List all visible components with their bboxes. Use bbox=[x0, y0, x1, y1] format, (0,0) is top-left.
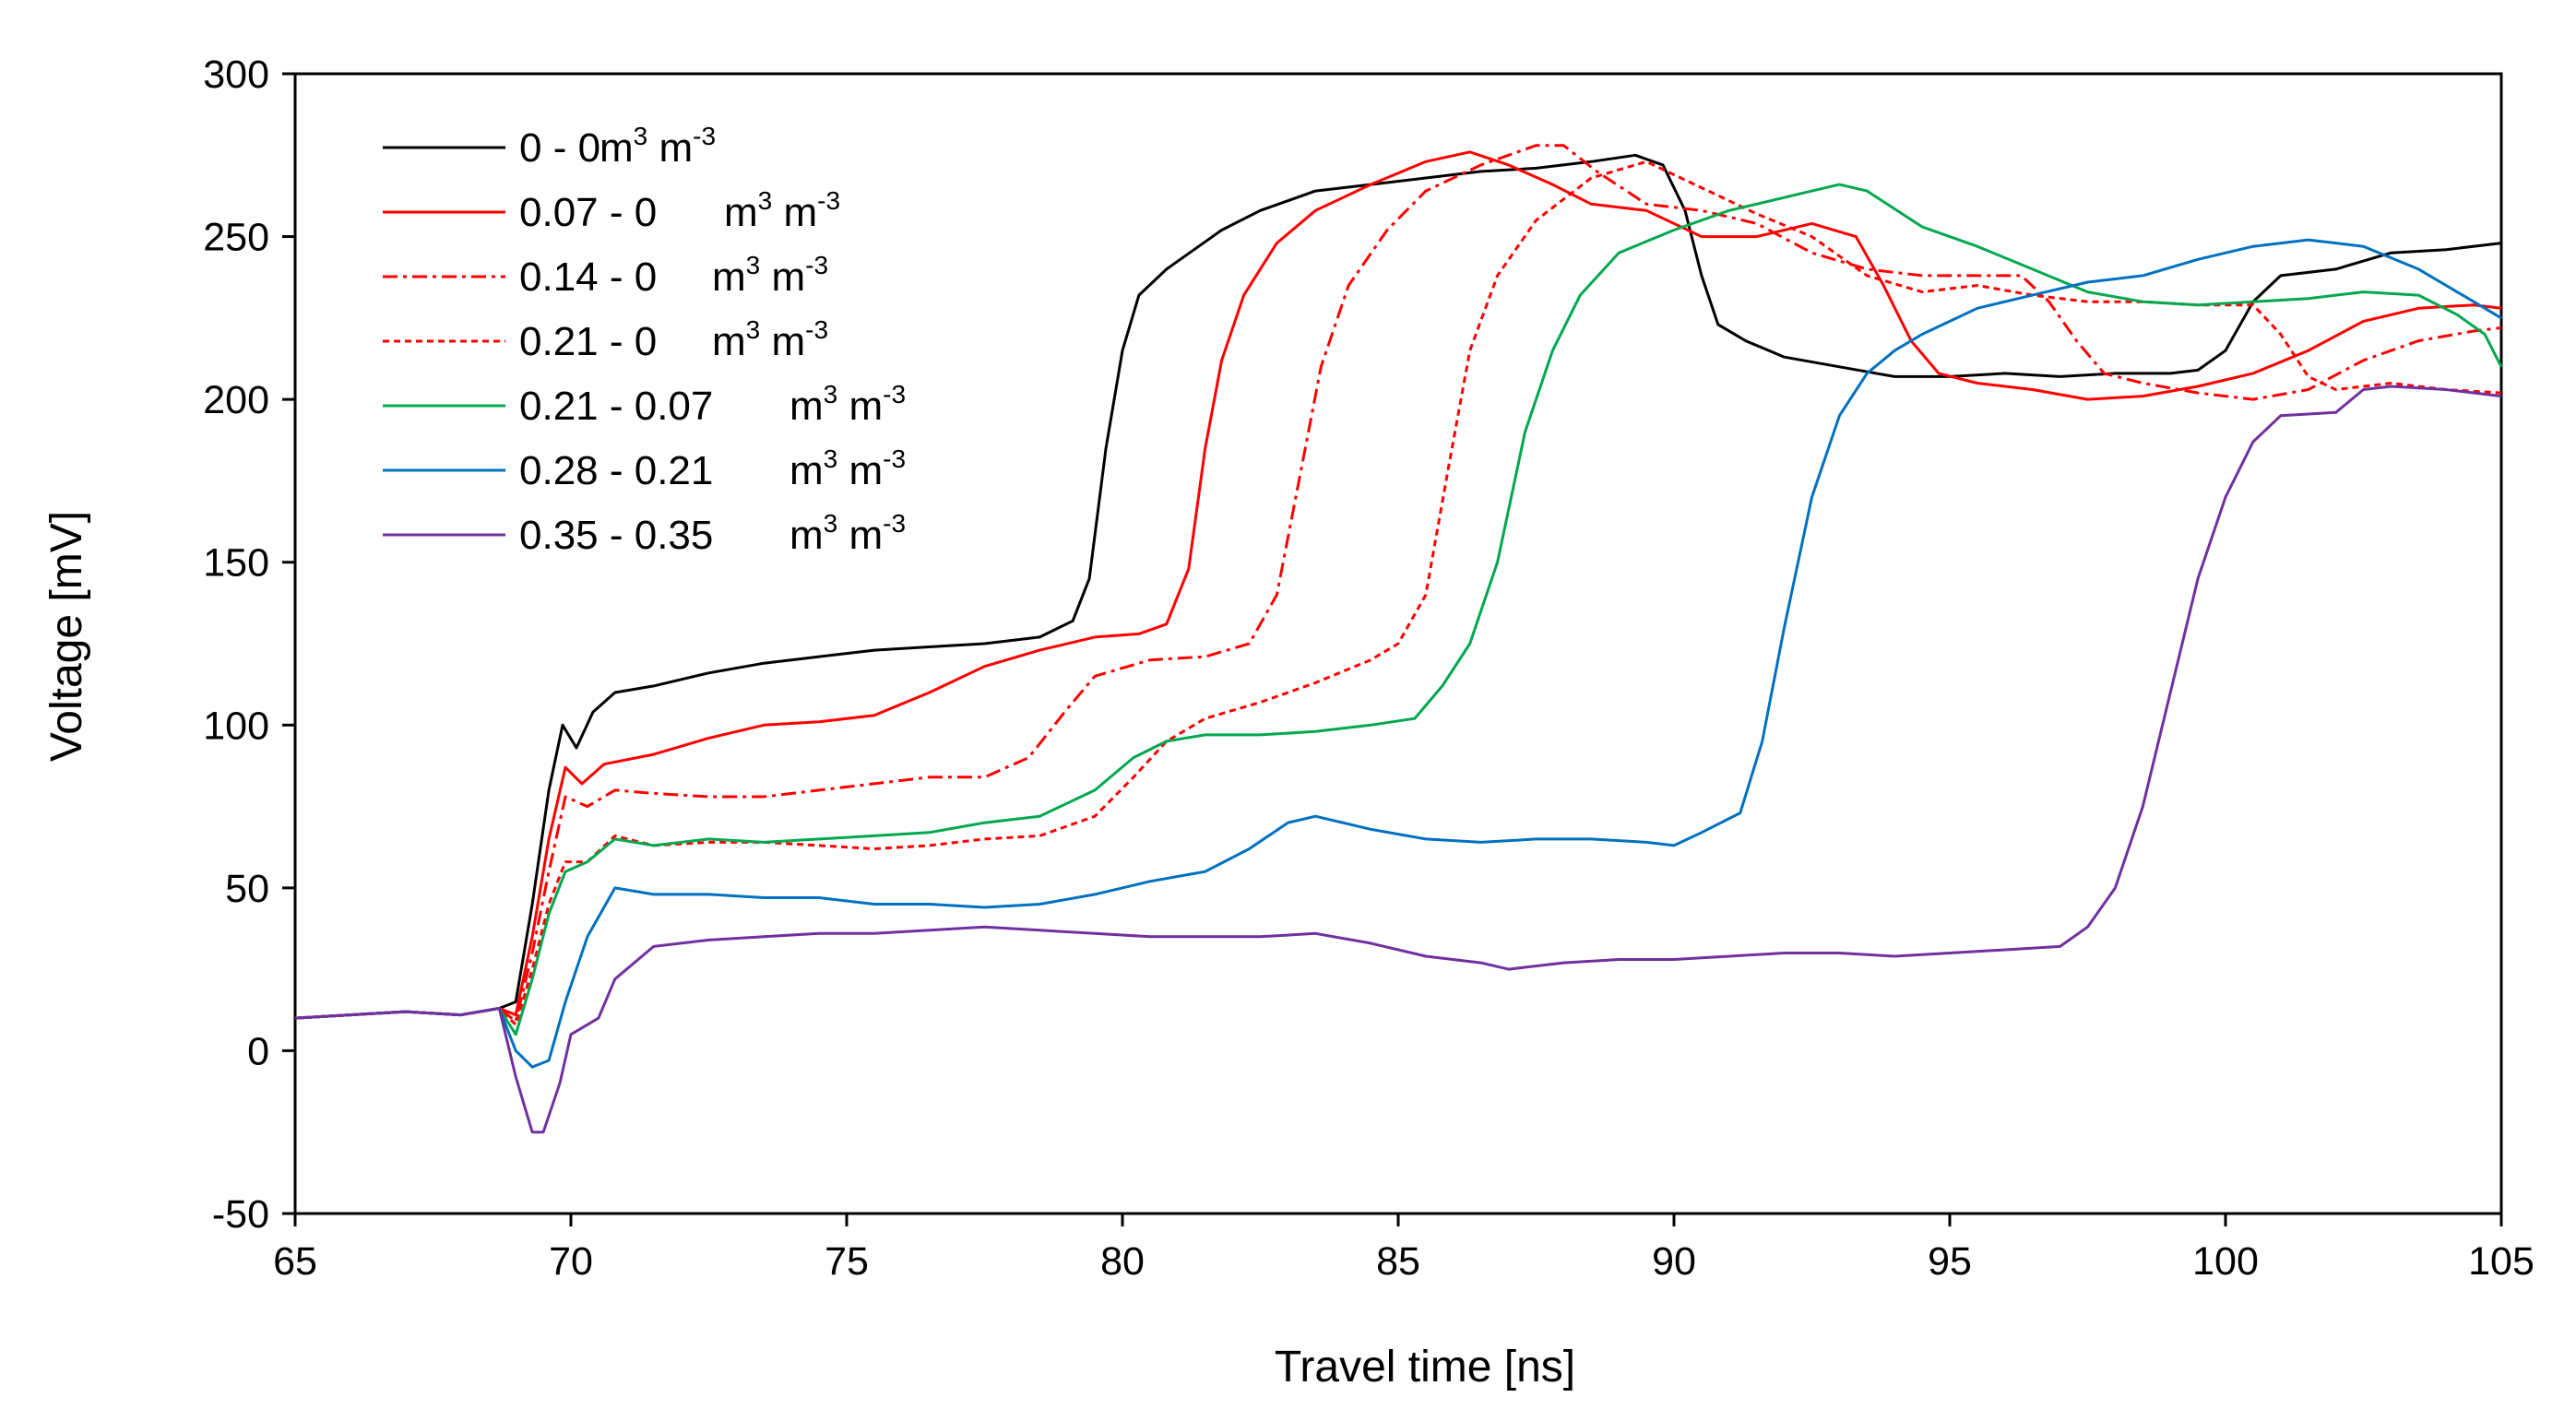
legend-label: 0.21 - 0.07 bbox=[519, 384, 713, 429]
x-axis-title: Travel time [ns] bbox=[1275, 1343, 1575, 1391]
legend-unit: m3 m-3 bbox=[712, 251, 828, 300]
legend-label: 0.21 - 0 bbox=[519, 319, 657, 364]
y-axis-title: Voltage [mV] bbox=[42, 511, 91, 762]
legend-unit: m3 m-3 bbox=[724, 186, 840, 235]
legend-unit: m3 m-3 bbox=[712, 315, 828, 364]
series-line-1 bbox=[294, 153, 2502, 1020]
legend-unit: m3 m-3 bbox=[789, 380, 906, 429]
x-tick-label: 80 bbox=[1100, 1239, 1145, 1284]
series-layer bbox=[294, 144, 2503, 1134]
y-tick-label: -50 bbox=[212, 1192, 269, 1237]
y-tick-label: 150 bbox=[203, 541, 269, 586]
series-line-2 bbox=[294, 150, 2502, 1020]
y-tick-label: 50 bbox=[225, 867, 269, 911]
legend: 0 - 0m3 m-30.07 - 0 m3 m-30.14 - 0 m3 m-30… bbox=[383, 122, 906, 558]
x-tick-label: 75 bbox=[825, 1239, 869, 1284]
series-line-6 bbox=[294, 238, 2502, 1069]
y-tick-label: 0 bbox=[247, 1029, 269, 1073]
y-tick-label: 300 bbox=[203, 53, 269, 97]
x-tick-label: 65 bbox=[273, 1239, 317, 1284]
legend-label: 0.35 - 0.35 bbox=[519, 513, 713, 558]
legend-label: 0.28 - 0.21 bbox=[519, 448, 713, 493]
legend-label: 0.07 - 0 bbox=[519, 190, 657, 235]
legend-label: 0.14 - 0 bbox=[519, 255, 657, 300]
series-line-5 bbox=[294, 183, 2503, 1036]
x-tick-label: 100 bbox=[2192, 1239, 2259, 1284]
ticks-layer: 65 70 75 80 85 90 95 100 105 -50 0 50 100 150 200 250 30… bbox=[203, 53, 2534, 1284]
y-tick-label: 100 bbox=[203, 704, 269, 748]
legend-unit: m3 m-3 bbox=[599, 122, 716, 171]
x-tick-label: 70 bbox=[549, 1239, 593, 1284]
y-tick-label: 250 bbox=[203, 216, 269, 260]
x-tick-label: 90 bbox=[1652, 1239, 1696, 1284]
legend-label: 0 - 0 bbox=[519, 125, 600, 171]
legend-unit: m3 m-3 bbox=[789, 444, 906, 493]
y-tick-label: 200 bbox=[203, 378, 269, 422]
series-line-4 bbox=[294, 160, 2502, 1026]
x-tick-label: 85 bbox=[1376, 1239, 1420, 1284]
series-line-7 bbox=[294, 385, 2502, 1134]
x-tick-label: 95 bbox=[1928, 1239, 1972, 1284]
series-line-3 bbox=[294, 144, 2502, 1024]
legend-unit: m3 m-3 bbox=[789, 509, 906, 558]
x-tick-label: 105 bbox=[2468, 1239, 2534, 1284]
